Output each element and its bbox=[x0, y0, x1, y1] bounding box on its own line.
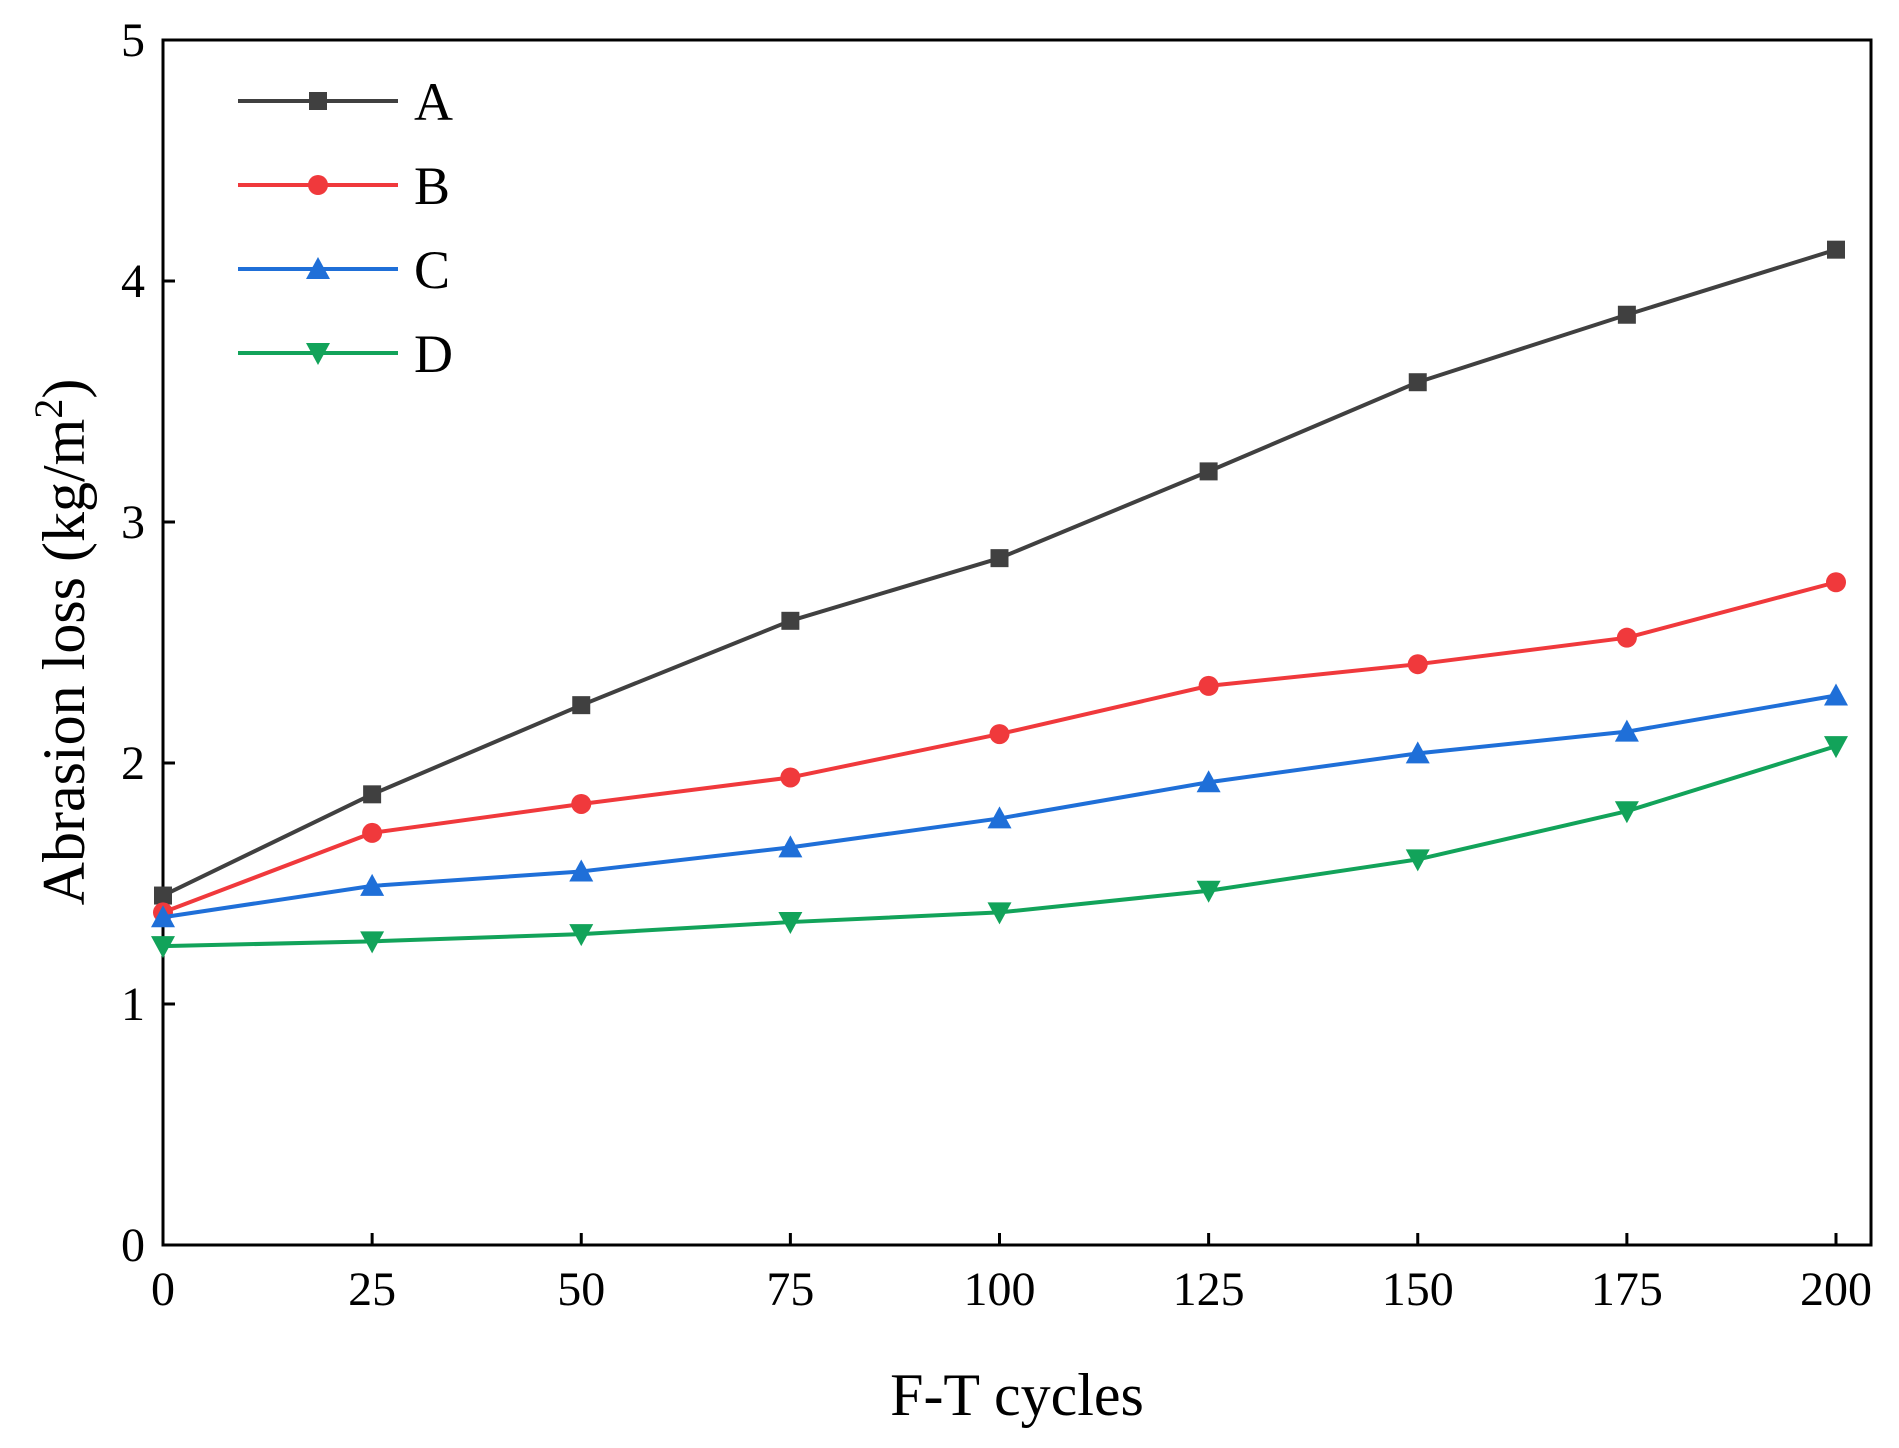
legend-label-c: C bbox=[414, 240, 450, 300]
x-axis-title: F-T cycles bbox=[890, 1362, 1144, 1428]
legend-marker-d bbox=[306, 343, 330, 365]
y-tick-label: 2 bbox=[121, 737, 145, 790]
series-d-point bbox=[778, 912, 803, 935]
y-tick-label: 4 bbox=[121, 255, 145, 308]
series-a-point bbox=[990, 549, 1009, 568]
legend-marker-b bbox=[308, 175, 328, 195]
series-b-point bbox=[1826, 572, 1846, 593]
series-c-point bbox=[360, 873, 385, 896]
series-d-point bbox=[1614, 801, 1639, 824]
legend-label-a: A bbox=[414, 72, 453, 132]
series-d-point bbox=[1196, 880, 1221, 903]
series-b-point bbox=[1616, 627, 1637, 648]
legend-item-c: C bbox=[238, 240, 450, 300]
y-axis-title-main: Abrasion loss (kg/m bbox=[31, 419, 97, 906]
series-c-point bbox=[987, 806, 1012, 829]
x-tick-label: 75 bbox=[766, 1263, 814, 1316]
series-b-point bbox=[571, 793, 592, 814]
x-tick-label: 200 bbox=[1800, 1263, 1872, 1316]
x-tick-label: 50 bbox=[557, 1263, 605, 1316]
series-a-point bbox=[363, 785, 382, 804]
series-c-point bbox=[778, 835, 803, 858]
series-a-point bbox=[572, 696, 591, 715]
series-b-line bbox=[162, 580, 1837, 915]
plot-frame bbox=[161, 38, 1873, 1247]
legend-item-b: B bbox=[238, 156, 450, 216]
y-tick-label: 0 bbox=[121, 1219, 145, 1272]
series-d-point bbox=[987, 902, 1012, 925]
series-a-point bbox=[154, 886, 172, 905]
y-axis-title-superscript: 2 bbox=[26, 399, 71, 419]
series-a bbox=[154, 240, 1845, 905]
series-a-point bbox=[1617, 305, 1636, 324]
series-a-point bbox=[1199, 462, 1218, 481]
legend-item-d: D bbox=[238, 324, 453, 384]
series-d-point bbox=[151, 936, 175, 959]
series-c-point bbox=[1614, 719, 1639, 742]
series-c-point bbox=[1405, 741, 1430, 764]
series-layer bbox=[151, 240, 1848, 959]
series-c bbox=[151, 683, 1848, 928]
y-axis: 0 1 2 3 4 5 bbox=[121, 14, 175, 1272]
series-d-point bbox=[569, 924, 594, 947]
series-d-point bbox=[360, 931, 385, 954]
series-a-point bbox=[781, 611, 800, 630]
series-b-point bbox=[780, 767, 801, 788]
x-axis: 0 25 50 75 100 125 150 175 200 bbox=[151, 1233, 1872, 1316]
x-tick-label: 150 bbox=[1382, 1263, 1454, 1316]
x-tick-label: 25 bbox=[348, 1263, 396, 1316]
series-d bbox=[151, 736, 1848, 959]
series-b-point bbox=[1198, 675, 1219, 696]
series-a-point bbox=[1408, 373, 1427, 392]
x-tick-label: 125 bbox=[1173, 1263, 1245, 1316]
y-tick-label: 1 bbox=[121, 978, 145, 1031]
series-b-point bbox=[989, 724, 1010, 745]
legend-label-d: D bbox=[414, 324, 453, 384]
legend-marker-c bbox=[306, 257, 330, 279]
series-c-point bbox=[1824, 683, 1848, 706]
series-c-point bbox=[569, 859, 594, 882]
legend-item-a: A bbox=[238, 72, 453, 132]
y-tick-label: 3 bbox=[121, 496, 145, 549]
legend-label-b: B bbox=[414, 156, 450, 216]
x-tick-label: 100 bbox=[964, 1263, 1036, 1316]
x-tick-label: 0 bbox=[151, 1263, 175, 1316]
y-axis-title: Abrasion loss (kg/m2) bbox=[26, 379, 98, 906]
y-tick-label: 5 bbox=[121, 14, 145, 67]
series-d-point bbox=[1824, 736, 1848, 759]
series-b-point bbox=[362, 822, 383, 843]
legend-marker-a bbox=[309, 92, 327, 110]
series-a-point bbox=[1827, 240, 1845, 259]
series-b-point bbox=[1407, 654, 1428, 675]
y-axis-title-close: ) bbox=[31, 379, 97, 399]
series-c-point bbox=[1196, 770, 1221, 793]
series-d-point bbox=[1405, 849, 1430, 872]
series-c-point bbox=[151, 905, 175, 928]
x-tick-label: 175 bbox=[1591, 1263, 1663, 1316]
series-b bbox=[153, 572, 1846, 923]
